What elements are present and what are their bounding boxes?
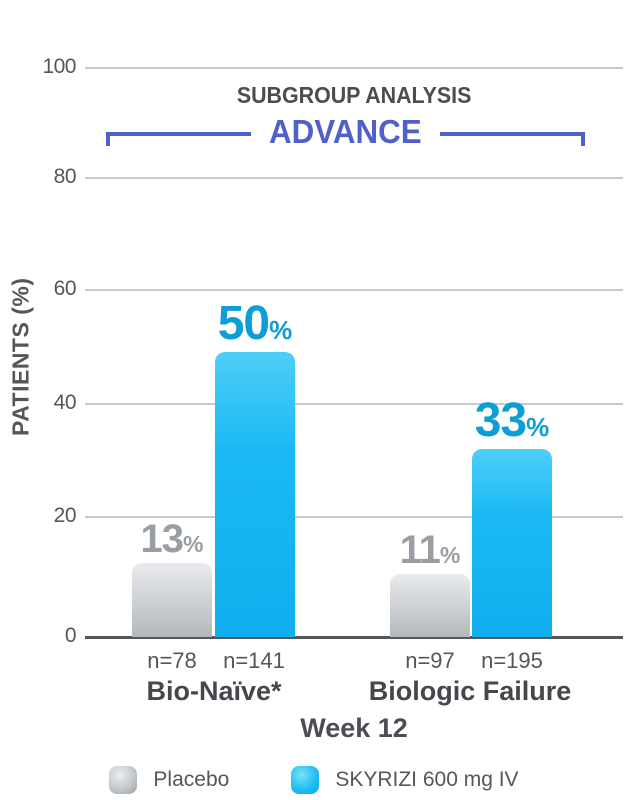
gridline xyxy=(85,67,623,69)
gridline xyxy=(85,516,623,518)
trial-bracket: ADVANCE xyxy=(106,115,586,148)
bar-column-placebo-bionaive: 13% xyxy=(131,517,213,637)
category-label-bionaive: Bio-Naïve* xyxy=(146,676,282,706)
percent-sign: % xyxy=(439,542,461,568)
legend: Placebo SKYRIZI 600 mg IV xyxy=(0,766,628,794)
y-tick-20: 20 xyxy=(53,504,77,527)
percent-sign: % xyxy=(183,531,204,557)
trial-name-label: ADVANCE xyxy=(269,113,422,150)
value-number: 13 xyxy=(140,517,184,561)
bracket-left-tick xyxy=(106,132,112,146)
axis-line xyxy=(85,636,623,639)
y-tick-0: 0 xyxy=(64,624,77,647)
legend-label-placebo: Placebo xyxy=(153,768,230,791)
bracket-right-line xyxy=(439,132,580,136)
value-label-placebo-biofailure: 11% xyxy=(399,528,461,572)
y-tick-40: 40 xyxy=(53,391,77,414)
bar-skyrizi-bionaive xyxy=(215,352,295,637)
placebo-swatch-icon xyxy=(109,766,138,794)
value-label-skyrizi-biofailure: 33% xyxy=(475,397,550,445)
n-label-skyrizi-bionaive: n=141 xyxy=(223,648,285,673)
y-tick-60: 60 xyxy=(53,277,77,300)
skyrizi-swatch-icon xyxy=(291,766,320,794)
gridline xyxy=(85,403,623,405)
value-number: 11 xyxy=(399,528,441,572)
n-label-skyrizi-biofailure: n=195 xyxy=(481,648,543,673)
bracket-left-line xyxy=(112,132,252,136)
bar-placebo-biofailure xyxy=(390,574,470,637)
bracket-right-tick xyxy=(579,132,586,146)
value-number: 50 xyxy=(217,297,270,351)
category-label-biofailure: Biologic Failure xyxy=(368,676,572,706)
y-axis-title: PATIENTS (%) xyxy=(7,277,34,437)
gridline xyxy=(85,177,623,179)
legend-label-skyrizi: SKYRIZI 600 mg IV xyxy=(335,768,519,791)
percent-sign: % xyxy=(269,315,293,346)
chart-title-text: SUBGROUP ANALYSIS xyxy=(236,82,472,108)
y-tick-100: 100 xyxy=(42,55,76,78)
percent-sign: % xyxy=(526,412,550,443)
gridline xyxy=(85,289,623,291)
y-tick-80: 80 xyxy=(53,165,77,188)
legend-item-skyrizi: SKYRIZI 600 mg IV xyxy=(291,766,519,794)
n-label-placebo-bionaive: n=78 xyxy=(147,648,197,673)
value-label-skyrizi-bionaive: 50% xyxy=(218,300,293,348)
value-label-placebo-bionaive: 13% xyxy=(140,517,204,561)
bar-column-skyrizi-bionaive: 50% xyxy=(214,300,296,637)
value-number: 33 xyxy=(474,394,527,448)
x-axis-title: Week 12 xyxy=(300,713,408,743)
bar-column-skyrizi-biofailure: 33% xyxy=(471,397,553,637)
n-label-placebo-biofailure: n=97 xyxy=(405,648,455,673)
bar-skyrizi-biofailure xyxy=(472,449,552,637)
legend-item-placebo: Placebo xyxy=(109,766,229,794)
chart-title: SUBGROUP ANALYSIS xyxy=(85,82,623,109)
bar-placebo-bionaive xyxy=(132,563,212,637)
bar-column-placebo-biofailure: 11% xyxy=(389,528,471,637)
